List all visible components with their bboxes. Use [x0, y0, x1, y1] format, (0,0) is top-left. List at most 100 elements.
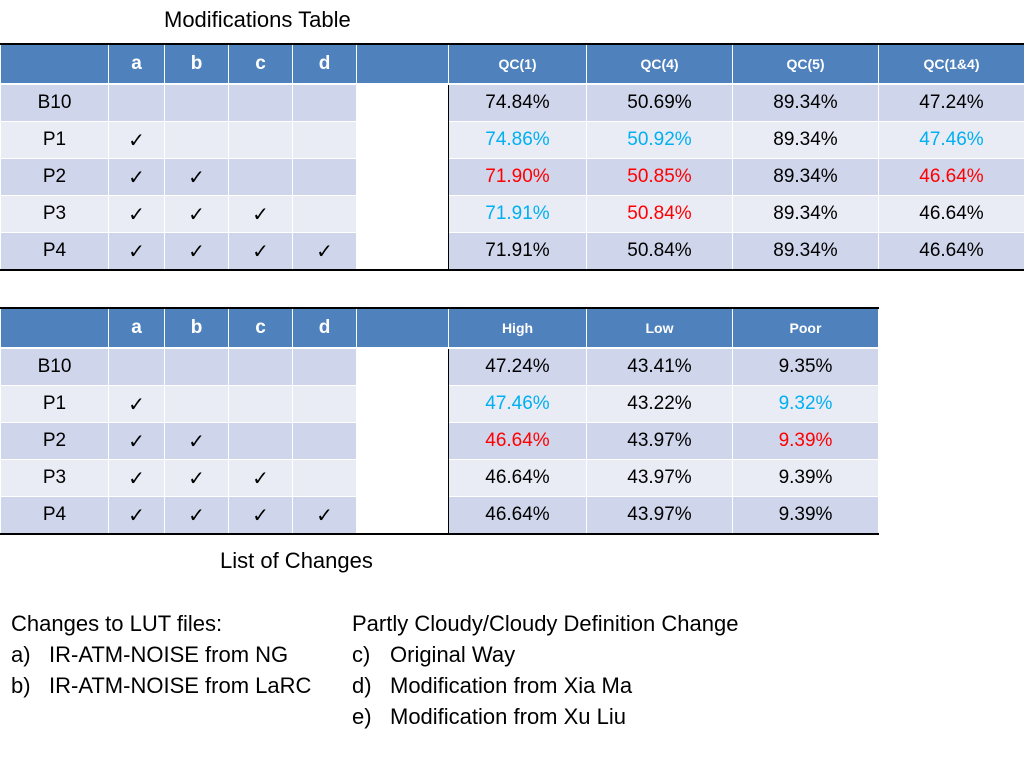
check-cell — [164, 385, 229, 423]
value-cell: 89.34% — [732, 83, 879, 122]
cloud-definition-heading: Partly Cloudy/Cloudy Definition Change — [352, 611, 739, 636]
value-cell: 50.92% — [586, 121, 733, 159]
page-title: Modifications Table — [164, 7, 351, 32]
header-cell-d: d — [292, 43, 357, 85]
value-cell: 74.86% — [448, 121, 587, 159]
gap-cell — [356, 84, 449, 122]
value-cell: 9.39% — [732, 422, 879, 460]
check-cell: ✓ — [108, 232, 165, 271]
check-cell: ✓ — [228, 232, 293, 271]
list-item-text: Modification from Xia Ma — [390, 673, 633, 698]
table-row: B10 74.84% 50.69% 89.34% 47.24% — [0, 83, 1024, 122]
value-cell: 9.32% — [732, 385, 879, 423]
value-cell: 9.39% — [732, 496, 879, 535]
value-cell: 89.34% — [732, 158, 879, 196]
list-marker: c) — [352, 642, 371, 667]
check-cell — [228, 158, 293, 196]
list-item: d) Modification from Xia Ma — [352, 670, 738, 701]
check-cell — [108, 83, 165, 122]
value-cell: 71.91% — [448, 195, 587, 233]
table-row: P2 ✓ ✓ 71.90% 50.85% 89.34% 46.64% — [0, 158, 1024, 196]
value-cell: 50.84% — [586, 232, 733, 271]
quality-table: a b c d High Low Poor B10 47.24% 43.41% 9.3… — [0, 307, 879, 535]
check-cell — [292, 195, 357, 233]
row-label: B10 — [0, 347, 109, 386]
value-cell: 74.84% — [448, 83, 587, 122]
check-cell: ✓ — [108, 422, 165, 460]
check-cell: ✓ — [228, 496, 293, 535]
header-cell-b: b — [164, 307, 229, 349]
list-item: b) IR-ATM-NOISE from LaRC — [11, 670, 311, 701]
lut-changes-heading: Changes to LUT files: — [11, 611, 223, 636]
header-cell-gap — [356, 307, 449, 349]
gap-cell — [356, 121, 449, 159]
table-row: B10 47.24% 43.41% 9.35% — [0, 347, 879, 386]
table-row: P4 ✓ ✓ ✓ ✓ 46.64% 43.97% 9.39% — [0, 496, 879, 535]
header-cell-a: a — [108, 43, 165, 85]
list-item-text: Original Way — [390, 642, 516, 667]
gap-cell — [356, 459, 449, 497]
value-cell: 43.22% — [586, 385, 733, 423]
gap-cell — [356, 348, 449, 386]
check-cell — [228, 347, 293, 386]
value-cell: 71.91% — [448, 232, 587, 271]
value-cell: 47.46% — [448, 385, 587, 423]
check-cell — [228, 422, 293, 460]
table-header-row: a b c d High Low Poor — [0, 307, 879, 349]
value-cell: 9.35% — [732, 347, 879, 386]
gap-cell — [356, 422, 449, 460]
header-cell-blank — [0, 307, 109, 349]
check-cell — [292, 83, 357, 122]
row-label: P4 — [0, 232, 109, 271]
table-row: P3 ✓ ✓ ✓ 71.91% 50.84% 89.34% 46.64% — [0, 195, 1024, 233]
header-cell-qc1and4: QC(1&4) — [878, 43, 1024, 85]
qc-modifications-table: a b c d QC(1) QC(4) QC(5) QC(1&4) B10 74.… — [0, 43, 1024, 271]
list-item-text: IR-ATM-NOISE from LaRC — [49, 673, 312, 698]
row-label: P2 — [0, 158, 109, 196]
check-cell: ✓ — [108, 158, 165, 196]
value-cell: 89.34% — [732, 195, 879, 233]
table-row: P4 ✓ ✓ ✓ ✓ 71.91% 50.84% 89.34% 46.64% — [0, 232, 1024, 271]
value-cell: 43.97% — [586, 459, 733, 497]
lut-changes-list: Changes to LUT files: a) IR-ATM-NOISE fro… — [11, 608, 311, 701]
list-item: a) IR-ATM-NOISE from NG — [11, 639, 311, 670]
list-item: e) Modification from Xu Liu — [352, 701, 738, 732]
value-cell: 43.97% — [586, 496, 733, 535]
value-cell: 46.64% — [878, 195, 1024, 233]
list-marker: b) — [11, 673, 31, 698]
gap-cell — [356, 158, 449, 196]
check-cell: ✓ — [164, 496, 229, 535]
list-item: c) Original Way — [352, 639, 738, 670]
value-cell: 43.97% — [586, 422, 733, 460]
row-label: P3 — [0, 459, 109, 497]
list-marker: e) — [352, 704, 372, 729]
check-cell — [164, 121, 229, 159]
header-cell-high: High — [448, 307, 587, 349]
check-cell — [292, 459, 357, 497]
row-label: B10 — [0, 83, 109, 122]
row-label: P2 — [0, 422, 109, 460]
value-cell: 46.64% — [448, 459, 587, 497]
header-cell-poor: Poor — [732, 307, 879, 349]
check-cell: ✓ — [164, 158, 229, 196]
check-cell — [228, 385, 293, 423]
list-marker: d) — [352, 673, 372, 698]
value-cell: 43.41% — [586, 347, 733, 386]
header-cell-gap — [356, 43, 449, 85]
gap-cell — [356, 195, 449, 233]
check-cell: ✓ — [228, 459, 293, 497]
check-cell: ✓ — [292, 496, 357, 535]
list-item-text: Modification from Xu Liu — [390, 704, 626, 729]
value-cell: 50.85% — [586, 158, 733, 196]
check-cell: ✓ — [164, 195, 229, 233]
table-row: P1 ✓ 47.46% 43.22% 9.32% — [0, 385, 879, 423]
table-row: P3 ✓ ✓ ✓ 46.64% 43.97% 9.39% — [0, 459, 879, 497]
check-cell — [164, 347, 229, 386]
row-label: P1 — [0, 121, 109, 159]
check-cell — [292, 158, 357, 196]
check-cell — [108, 347, 165, 386]
check-cell: ✓ — [108, 121, 165, 159]
table-row: P1 ✓ 74.86% 50.92% 89.34% 47.46% — [0, 121, 1024, 159]
table-row: P2 ✓ ✓ 46.64% 43.97% 9.39% — [0, 422, 879, 460]
check-cell: ✓ — [228, 195, 293, 233]
